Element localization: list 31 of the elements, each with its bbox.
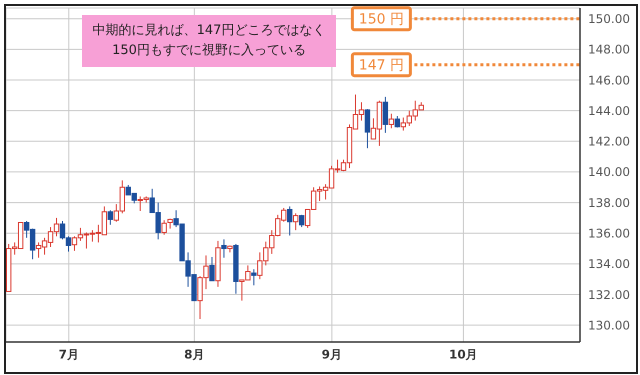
x-tick-label: 10月 bbox=[449, 348, 478, 362]
candlestick bbox=[221, 238, 227, 258]
candlestick bbox=[388, 113, 394, 129]
candlestick bbox=[364, 108, 370, 149]
y-tick-label: 130.00 bbox=[588, 318, 630, 332]
candlestick bbox=[394, 116, 400, 128]
candlestick bbox=[298, 214, 304, 228]
x-tick-label: 8月 bbox=[184, 348, 205, 362]
candlestick bbox=[287, 206, 292, 236]
candlestick bbox=[293, 212, 298, 231]
x-tick-label: 9月 bbox=[322, 348, 342, 362]
x-tick-label: 7月 bbox=[58, 348, 79, 362]
candlestick bbox=[108, 210, 114, 226]
y-tick-label: 136.00 bbox=[588, 226, 630, 240]
y-tick-label: 150.00 bbox=[588, 12, 630, 26]
y-tick-label: 148.00 bbox=[588, 42, 630, 57]
y-tick-label: 144.00 bbox=[588, 104, 630, 118]
candlestick bbox=[167, 218, 173, 230]
ref-line-label: 147 円 bbox=[358, 58, 404, 74]
y-tick-label: 146.00 bbox=[588, 73, 630, 88]
y-tick-label: 138.00 bbox=[588, 196, 630, 210]
candlestick bbox=[209, 256, 215, 282]
candlestick bbox=[251, 268, 257, 286]
candlestick bbox=[161, 220, 167, 236]
y-tick-label: 132.00 bbox=[588, 288, 630, 302]
y-tick-label: 142.00 bbox=[588, 134, 630, 149]
y-tick-label: 140.00 bbox=[588, 165, 630, 180]
annotation: 中期的に見れば、147円どころではなく 150円もすでに視野に入っている bbox=[82, 15, 336, 67]
ref-line-label: 150 円 bbox=[358, 12, 404, 28]
y-tick-label: 134.00 bbox=[588, 257, 630, 272]
candlestick bbox=[382, 96, 388, 134]
